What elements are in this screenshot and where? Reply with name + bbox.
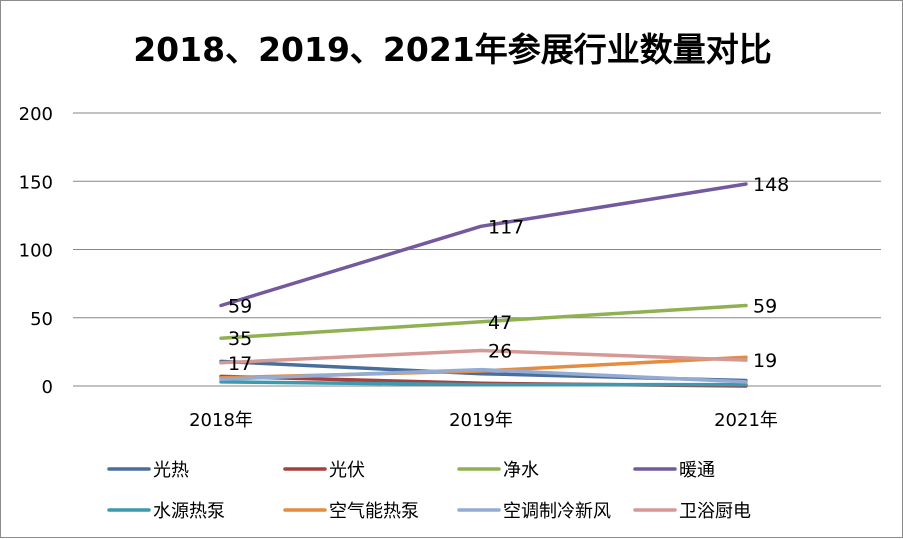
legend-label: 暖通 (679, 460, 715, 481)
legend-label: 光伏 (329, 460, 365, 481)
data-label: 35 (228, 328, 252, 350)
x-tick-label: 2018年 (189, 410, 253, 431)
series-line-5 (219, 380, 748, 387)
data-label: 47 (488, 312, 512, 334)
chart-title: 2018、2019、2021年参展行业数量对比 (133, 30, 772, 69)
legend-label: 净水 (503, 460, 539, 481)
legend-label: 空调制冷新风 (503, 501, 611, 522)
y-tick-label: 50 (30, 309, 53, 330)
y-tick-label: 100 (19, 241, 53, 262)
y-tick-label: 0 (42, 377, 53, 398)
series-line-4 (219, 182, 748, 308)
x-tick-label: 2019年 (449, 410, 513, 431)
data-label: 59 (753, 295, 777, 317)
series-line-3 (219, 303, 748, 340)
data-label: 59 (228, 295, 252, 317)
data-label: 148 (753, 174, 789, 196)
data-label: 19 (753, 350, 777, 372)
data-label: 117 (488, 216, 524, 238)
y-tick-label: 200 (19, 104, 53, 125)
series-line-7 (219, 367, 748, 384)
x-tick-label: 2021年 (714, 410, 778, 431)
legend-label: 光热 (153, 460, 189, 481)
series-line-8 (219, 348, 748, 365)
legend-label: 水源热泵 (153, 501, 225, 522)
data-label: 17 (228, 353, 252, 375)
data-label: 26 (488, 341, 512, 363)
y-tick-label: 150 (19, 172, 53, 193)
legend-label: 空气能热泵 (329, 501, 419, 522)
legend-label: 卫浴厨电 (679, 501, 751, 522)
